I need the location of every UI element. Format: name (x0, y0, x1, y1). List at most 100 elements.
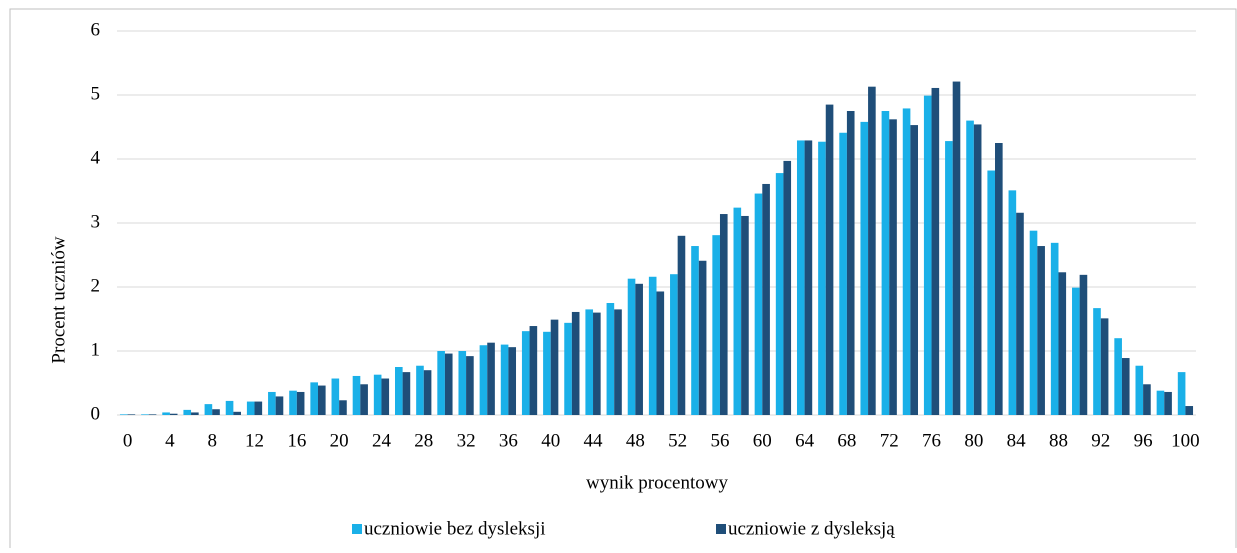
x-tick-label: 84 (1007, 430, 1027, 451)
x-tick-label: 92 (1091, 430, 1110, 451)
bar (1177, 372, 1186, 415)
bar (1050, 242, 1059, 415)
bar (1100, 318, 1109, 415)
bar (444, 353, 453, 415)
x-tick-label: 88 (1049, 430, 1068, 451)
bar (275, 396, 284, 415)
legend-label: uczniowie z dysleksją (728, 518, 895, 539)
bar (889, 119, 897, 415)
bar (360, 384, 368, 415)
bar (1185, 406, 1194, 415)
bar (987, 170, 996, 415)
bar (952, 81, 961, 415)
bar (508, 347, 517, 415)
bar (373, 374, 382, 415)
bar (183, 409, 192, 415)
bar (1016, 212, 1024, 415)
bar (677, 235, 686, 415)
bar (860, 121, 869, 415)
x-tick-label: 64 (795, 430, 815, 451)
x-tick-label: 96 (1134, 430, 1153, 451)
x-tick-label: 100 (1171, 430, 1200, 451)
x-tick-label: 20 (330, 430, 349, 451)
x-tick-label: 24 (372, 430, 392, 451)
bar (902, 108, 911, 415)
x-tick-label: 0 (123, 430, 133, 451)
bar (310, 382, 318, 415)
bar (254, 401, 263, 415)
bar (818, 141, 826, 415)
bar (169, 413, 178, 415)
bar (487, 342, 495, 415)
bar (437, 351, 445, 415)
bar (564, 322, 572, 415)
bar (141, 414, 149, 415)
bar (1093, 308, 1101, 415)
bar (296, 391, 305, 415)
bar (995, 143, 1003, 415)
bar (225, 400, 234, 415)
x-tick-label: 56 (710, 430, 729, 451)
x-axis-label: wynik procentowy (586, 472, 728, 493)
bar (691, 246, 699, 415)
x-tick-label: 8 (207, 430, 217, 451)
bar (352, 375, 361, 415)
legend-swatch (716, 524, 726, 534)
bar (119, 414, 128, 415)
bar (162, 412, 170, 415)
bar (423, 370, 432, 415)
x-tick-label: 4 (165, 430, 175, 451)
bar (466, 356, 474, 415)
legend-label: uczniowie bez dysleksji (364, 518, 546, 539)
bar (796, 140, 805, 415)
x-tick-label: 76 (922, 430, 941, 451)
bar (204, 404, 213, 415)
bar (268, 391, 276, 415)
bar (529, 326, 538, 415)
bar (1135, 365, 1144, 415)
bar (1037, 246, 1045, 415)
bar (543, 331, 551, 415)
bar (868, 86, 876, 416)
x-tick-label: 16 (287, 430, 306, 451)
legend-swatch (352, 524, 362, 534)
bar (966, 120, 974, 415)
bar (246, 401, 255, 415)
bar (500, 344, 509, 415)
bar (910, 125, 918, 415)
bar (289, 390, 297, 415)
bar (923, 95, 932, 415)
bar (973, 124, 982, 415)
bar (331, 378, 340, 415)
bar (733, 207, 742, 415)
x-tick-label: 48 (626, 430, 645, 451)
bar (1008, 190, 1017, 415)
bar (1121, 358, 1130, 415)
bar (1156, 390, 1165, 415)
bar (656, 291, 665, 415)
x-tick-label: 12 (245, 430, 264, 451)
bar (233, 411, 241, 415)
bar (741, 215, 749, 415)
bar (585, 309, 594, 415)
bar (719, 214, 728, 415)
bar (381, 378, 390, 415)
bar (1114, 338, 1122, 415)
bar (550, 319, 559, 415)
bar (839, 132, 847, 415)
y-tick-label: 1 (91, 339, 101, 360)
bar (606, 303, 615, 415)
bar (191, 412, 199, 415)
bar (416, 365, 424, 415)
bar (931, 87, 940, 416)
bar (754, 193, 763, 415)
bar (648, 276, 657, 415)
y-tick-label: 4 (91, 147, 101, 168)
bar (127, 414, 136, 415)
bar (1079, 274, 1088, 415)
x-tick-label: 60 (753, 430, 772, 451)
bar (1164, 391, 1172, 415)
x-tick-label: 28 (414, 430, 433, 451)
x-tick-label: 68 (837, 430, 856, 451)
